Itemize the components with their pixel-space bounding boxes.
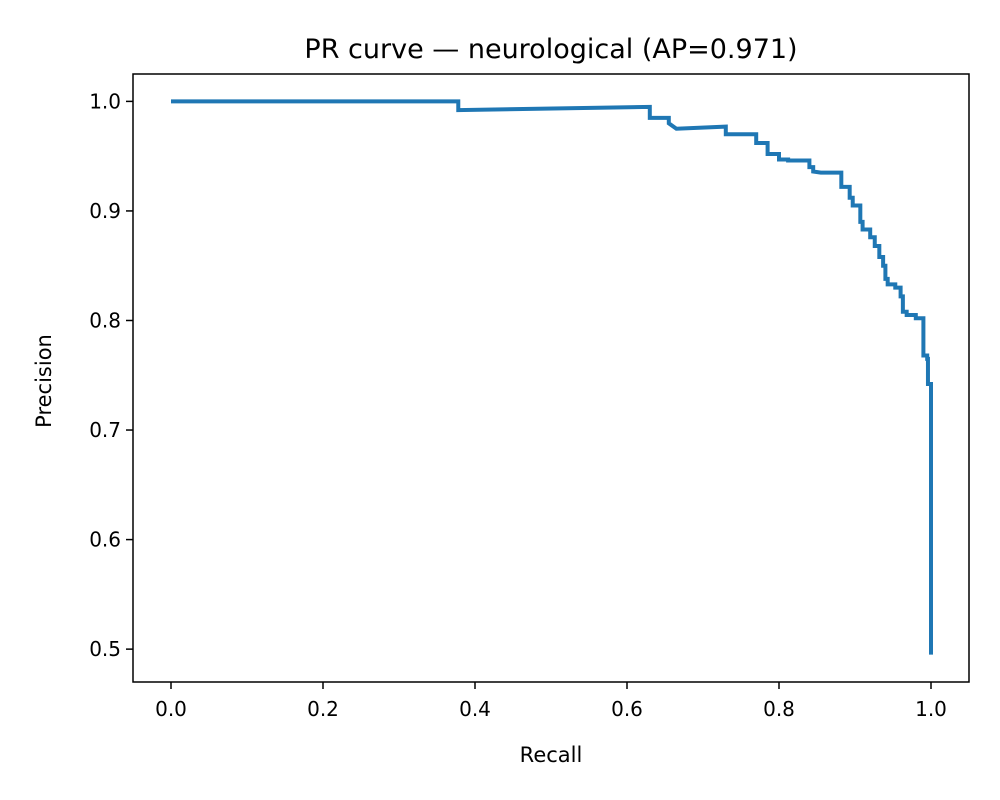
x-tick-label: 0.2 (307, 697, 339, 721)
x-axis-label: Recall (520, 743, 583, 767)
x-axis: 0.0 0.2 0.4 0.6 0.8 1.0 (155, 682, 947, 721)
y-axis-label: Precision (32, 334, 56, 428)
y-axis: 0.5 0.6 0.7 0.8 0.9 1.0 (89, 89, 133, 661)
series-line-0 (171, 99, 933, 655)
y-tick-label: 0.6 (89, 528, 121, 552)
y-tick-label: 0.7 (89, 418, 121, 442)
x-tick-label: 0.6 (611, 697, 643, 721)
x-tick-label: 0.8 (763, 697, 795, 721)
x-tick-label: 0.0 (155, 697, 187, 721)
y-tick-label: 0.5 (89, 637, 121, 661)
y-tick-label: 0.9 (89, 199, 121, 223)
y-tick-label: 0.8 (89, 308, 121, 332)
y-tick-label: 1.0 (89, 89, 121, 113)
chart-title: PR curve — neurological (AP=0.971) (304, 34, 797, 65)
x-tick-label: 1.0 (915, 697, 947, 721)
plot-frame (132, 73, 970, 683)
x-tick-label: 0.4 (459, 697, 491, 721)
plot-area (132, 73, 970, 683)
